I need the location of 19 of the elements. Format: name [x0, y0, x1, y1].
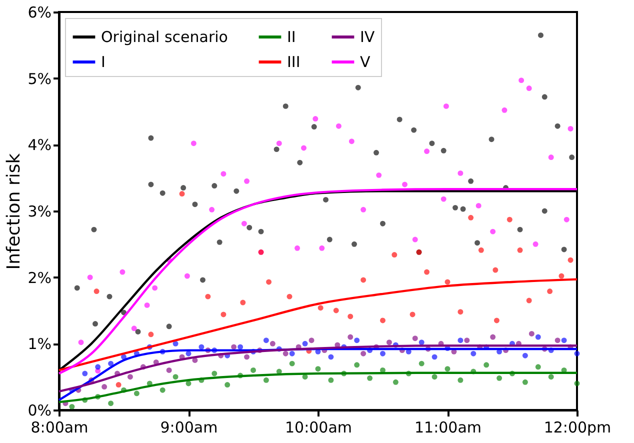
y-tick-label: 0% — [28, 402, 52, 420]
legend-label: Original scenario — [101, 28, 228, 46]
legend-label: IV — [360, 28, 376, 46]
legend-label: II — [287, 28, 296, 46]
x-tick-label: 11:00am — [414, 418, 482, 436]
x-tick-label: 12:00pm — [544, 418, 612, 436]
legend-label: I — [101, 53, 106, 71]
y-tick-label: 2% — [28, 268, 52, 287]
y-axis-title: Infection risk — [4, 152, 25, 270]
legend-label: III — [287, 53, 300, 71]
y-tick-label: 6% — [28, 4, 52, 22]
x-tick-label: 9:00am — [160, 418, 218, 436]
y-tick-label: 3% — [28, 202, 52, 220]
y-tick-label: 4% — [28, 136, 52, 154]
y-tick-label: 1% — [28, 335, 52, 354]
x-tick-label: 10:00am — [284, 418, 352, 436]
legend-label: V — [360, 53, 371, 71]
y-tick-label: 5% — [28, 70, 52, 88]
x-tick-label: 8:00am — [30, 418, 88, 436]
